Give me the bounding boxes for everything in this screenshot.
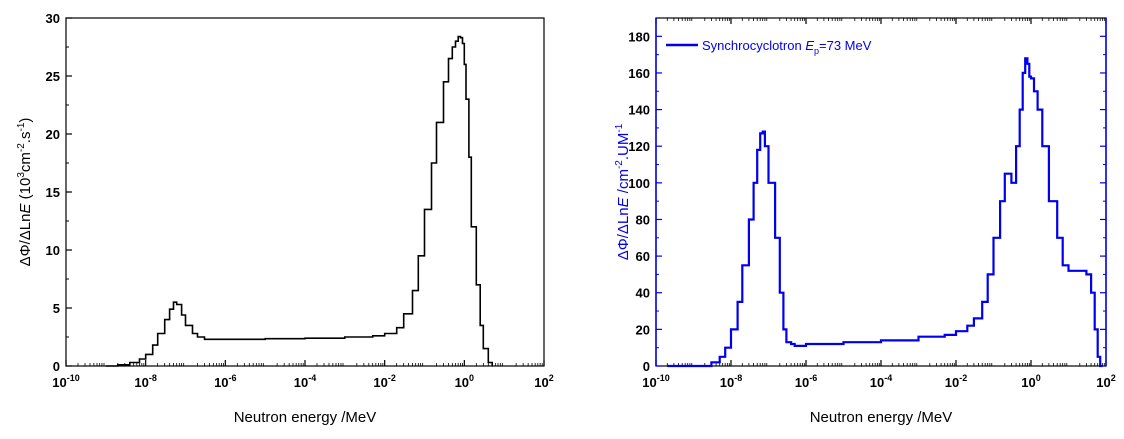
y-tick-label: 0 (643, 359, 650, 374)
left-plot-frame (65, 17, 545, 367)
x-tick-label: 100 (1021, 373, 1040, 390)
x-tick-label: 10-4 (870, 373, 892, 390)
y-tick-label: 30 (46, 11, 60, 26)
left-y-axis-label: ΔΦ/ΔLnE (103cm-2.s-1) (16, 118, 34, 267)
right-x-ticks: 10-10 10-8 10-6 10-4 10-2 100 102 (642, 18, 1116, 390)
y-tick-label: 20 (46, 127, 60, 142)
y-tick-label: 100 (628, 176, 650, 191)
right-spectrum-line (667, 57, 1103, 368)
y-tick-label: 25 (46, 69, 60, 84)
y-tick-label: 15 (46, 185, 60, 200)
right-y-axis-label: ΔΦ/ΔLnE /cm-2.UM-1 (614, 123, 632, 260)
x-tick-label: 10-8 (134, 373, 156, 390)
y-tick-label: 180 (628, 29, 650, 44)
x-tick-label: 100 (455, 373, 474, 390)
left-y-ticks: 0 5 10 15 20 25 30 (46, 11, 72, 374)
x-tick-label: 10-10 (52, 373, 79, 390)
left-x-axis-label: Neutron energy /MeV (234, 409, 377, 426)
y-tick-label: 0 (53, 359, 60, 374)
y-tick-label: 120 (628, 139, 650, 154)
right-plot-frame (655, 17, 1107, 367)
x-tick-label: 10-2 (373, 373, 395, 390)
y-tick-label: 10 (46, 243, 60, 258)
y-tick-label: 80 (636, 212, 650, 227)
right-x-axis-label: Neutron energy /MeV (810, 409, 953, 426)
y-tick-label: 160 (628, 66, 650, 81)
x-tick-label: 10-10 (642, 373, 669, 390)
x-tick-label: 10-8 (720, 373, 742, 390)
y-tick-label: 40 (636, 286, 650, 301)
left-chart: 0 5 10 15 20 25 30 10-10 10-8 10-6 10-4 10-2 100 102… (16, 11, 554, 426)
x-tick-label: 102 (534, 373, 553, 390)
legend-label: Synchrocyclotron Ep=73 MeV (702, 38, 872, 56)
x-tick-label: 10-6 (795, 373, 817, 390)
y-tick-label: 5 (53, 301, 60, 316)
x-tick-label: 10-6 (214, 373, 236, 390)
x-tick-label: 10-2 (945, 373, 967, 390)
x-tick-label: 102 (1096, 373, 1115, 390)
y-tick-label: 60 (636, 249, 650, 264)
y-tick-label: 140 (628, 103, 650, 118)
left-x-ticks: 10-10 10-8 10-6 10-4 10-2 100 102 (52, 360, 554, 390)
x-tick-label: 10-4 (294, 373, 316, 390)
left-spectrum-line (105, 35, 493, 367)
y-tick-label: 20 (636, 322, 650, 337)
